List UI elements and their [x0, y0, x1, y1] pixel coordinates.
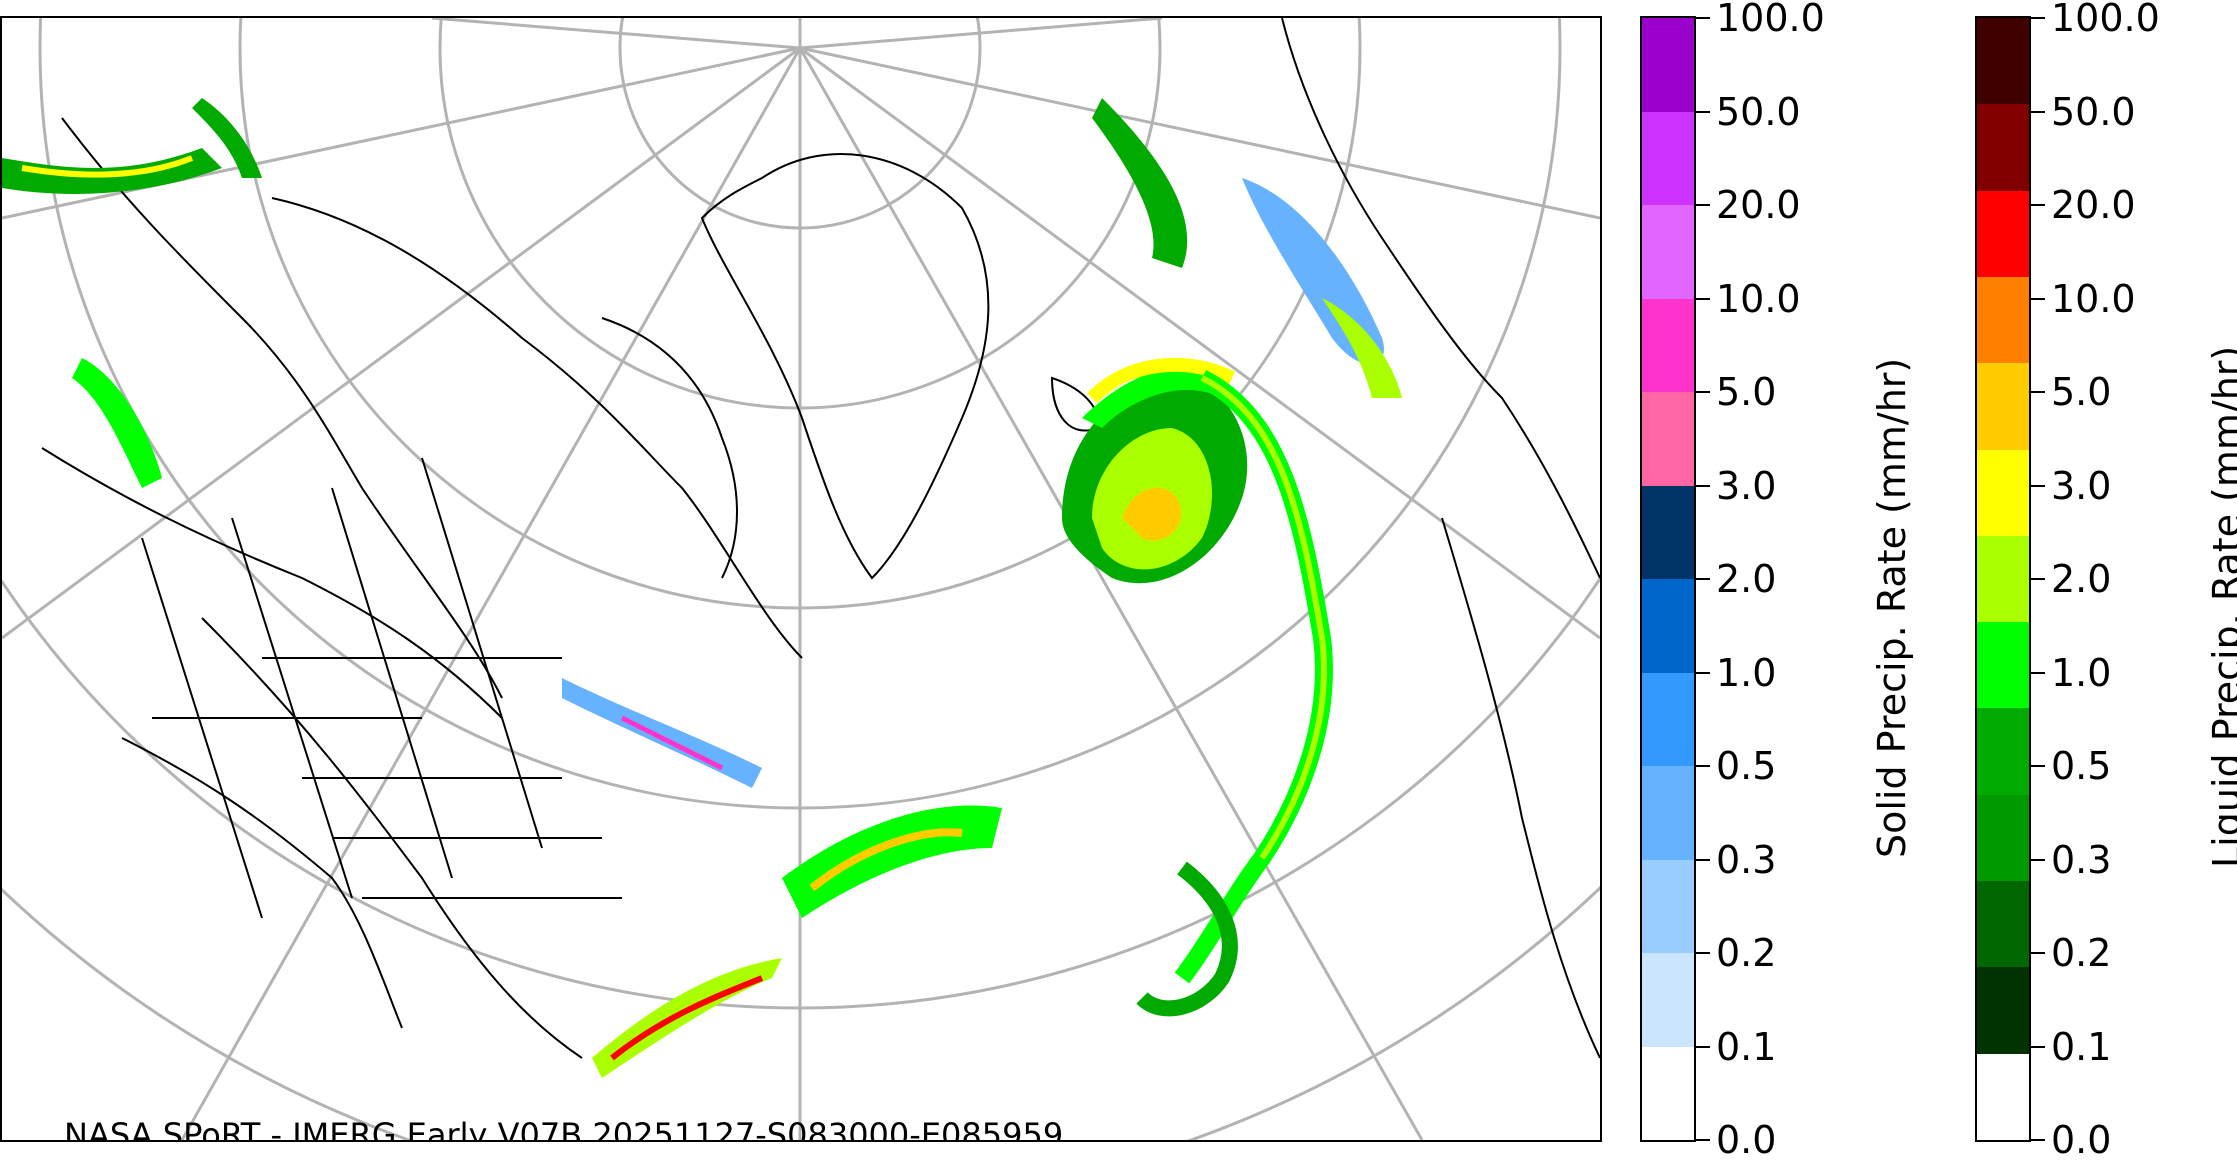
map-caption: NASA SPoRT - IMERG Early V07B 20251127-S…	[64, 1116, 1064, 1142]
liquid_scale-tick-label: 3.0	[2051, 463, 2112, 508]
liquid_scale-segment	[1977, 276, 2029, 364]
solid_scale-tick-mark	[1696, 671, 1710, 674]
solid_scale-segment	[1642, 672, 1694, 766]
solid_scale-segment	[1642, 1046, 1694, 1140]
solid_scale-tick-label: 0.0	[1716, 1118, 1777, 1162]
liquid_scale-tick-mark	[2031, 17, 2045, 19]
liquid_scale-tick-label: 50.0	[2051, 89, 2136, 134]
solid_scale-segment	[1642, 485, 1694, 579]
solid_scale-tick-mark	[1696, 484, 1710, 487]
liquid-colorbar-label: Liquid Precip. Rate (mm/hr)	[2205, 345, 2237, 868]
liquid_scale-segment	[1977, 707, 2029, 795]
solid_scale-tick-label: 2.0	[1716, 557, 1777, 601]
solid_scale-segment	[1642, 578, 1694, 673]
solid_scale-tick-mark	[1696, 858, 1710, 861]
solid_scale-tick-label: 1.0	[1716, 650, 1777, 695]
map-canvas	[2, 18, 1600, 1140]
solid_scale-tick-mark	[1696, 578, 1710, 580]
liquid_scale-segment	[1977, 535, 2029, 623]
liquid_scale-segment	[1977, 449, 2029, 536]
precipitation	[2, 98, 1402, 1078]
solid_scale-tick-mark	[1696, 297, 1710, 300]
liquid_scale-segment	[1977, 362, 2029, 450]
liquid_scale-tick-label: 0.0	[2051, 1118, 2112, 1162]
liquid_scale-tick-mark	[2031, 858, 2045, 861]
liquid_scale-segment	[1977, 17, 2029, 105]
liquid_scale-tick-label: 0.5	[2051, 744, 2112, 788]
liquid_scale-segment	[1977, 103, 2029, 191]
solid_scale-tick-label: 20.0	[1716, 183, 1801, 227]
solid_scale-tick-mark	[1696, 1139, 1710, 1141]
solid_scale-segment	[1642, 111, 1694, 205]
liquid_scale-tick-mark	[2031, 765, 2045, 767]
solid_scale-tick-mark	[1696, 952, 1710, 954]
liquid_scale-tick-mark	[2031, 204, 2045, 206]
solid_scale-tick-mark	[1696, 110, 1710, 113]
solid_scale-tick-label: 0.3	[1716, 837, 1777, 882]
solid_scale-segment	[1642, 17, 1694, 112]
coastlines	[41, 18, 1600, 1059]
solid_scale-tick-label: 0.1	[1716, 1024, 1777, 1069]
liquid_scale-tick-label: 1.0	[2051, 650, 2112, 695]
liquid_scale-tick-mark	[2031, 1139, 2045, 1141]
solid_scale-segment	[1642, 298, 1694, 392]
liquid_scale-tick-label: 10.0	[2051, 276, 2136, 321]
solid_scale-tick-label: 5.0	[1716, 370, 1777, 414]
solid-colorbar-label: Solid Precip. Rate (mm/hr)	[1870, 357, 1914, 858]
liquid_scale-tick-label: 0.1	[2051, 1024, 2112, 1069]
liquid_scale-tick-mark	[2031, 578, 2045, 580]
liquid-colorbar	[1975, 16, 2031, 1142]
liquid_scale-tick-mark	[2031, 1045, 2045, 1048]
liquid_scale-tick-label: 2.0	[2051, 557, 2112, 601]
liquid_scale-segment	[1977, 1053, 2029, 1140]
precipitation-map[interactable]: NASA SPoRT - IMERG Early V07B 20251127-S…	[0, 16, 1602, 1142]
graticule	[2, 18, 1600, 1140]
liquid_scale-tick-mark	[2031, 391, 2045, 393]
liquid_scale-segment	[1977, 621, 2029, 709]
liquid_scale-tick-mark	[2031, 297, 2045, 300]
solid_scale-tick-label: 100.0	[1716, 0, 1825, 40]
liquid_scale-tick-label: 0.2	[2051, 931, 2112, 975]
solid_scale-segment	[1642, 859, 1694, 953]
liquid_scale-tick-label: 100.0	[2051, 0, 2160, 40]
liquid_scale-segment	[1977, 880, 2029, 968]
solid_scale-tick-mark	[1696, 765, 1710, 767]
solid_scale-tick-label: 3.0	[1716, 463, 1777, 508]
solid_scale-segment	[1642, 765, 1694, 860]
liquid_scale-tick-mark	[2031, 484, 2045, 487]
solid_scale-segment	[1642, 204, 1694, 299]
liquid_scale-segment	[1977, 190, 2029, 277]
liquid_scale-tick-label: 0.3	[2051, 837, 2112, 882]
solid_scale-tick-mark	[1696, 17, 1710, 19]
solid_scale-tick-mark	[1696, 204, 1710, 206]
solid_scale-tick-mark	[1696, 1045, 1710, 1048]
solid_scale-segment	[1642, 952, 1694, 1047]
solid_scale-tick-mark	[1696, 391, 1710, 393]
liquid_scale-segment	[1977, 966, 2029, 1054]
liquid_scale-tick-mark	[2031, 671, 2045, 674]
solid_scale-tick-label: 0.5	[1716, 744, 1777, 788]
solid_scale-tick-label: 10.0	[1716, 276, 1801, 321]
liquid_scale-tick-mark	[2031, 952, 2045, 954]
solid-colorbar	[1640, 16, 1696, 1142]
liquid_scale-segment	[1977, 794, 2029, 882]
solid_scale-tick-label: 50.0	[1716, 89, 1801, 134]
solid_scale-tick-label: 0.2	[1716, 931, 1777, 975]
liquid_scale-tick-mark	[2031, 110, 2045, 113]
liquid_scale-tick-label: 20.0	[2051, 183, 2136, 227]
solid_scale-segment	[1642, 391, 1694, 486]
liquid_scale-tick-label: 5.0	[2051, 370, 2112, 414]
